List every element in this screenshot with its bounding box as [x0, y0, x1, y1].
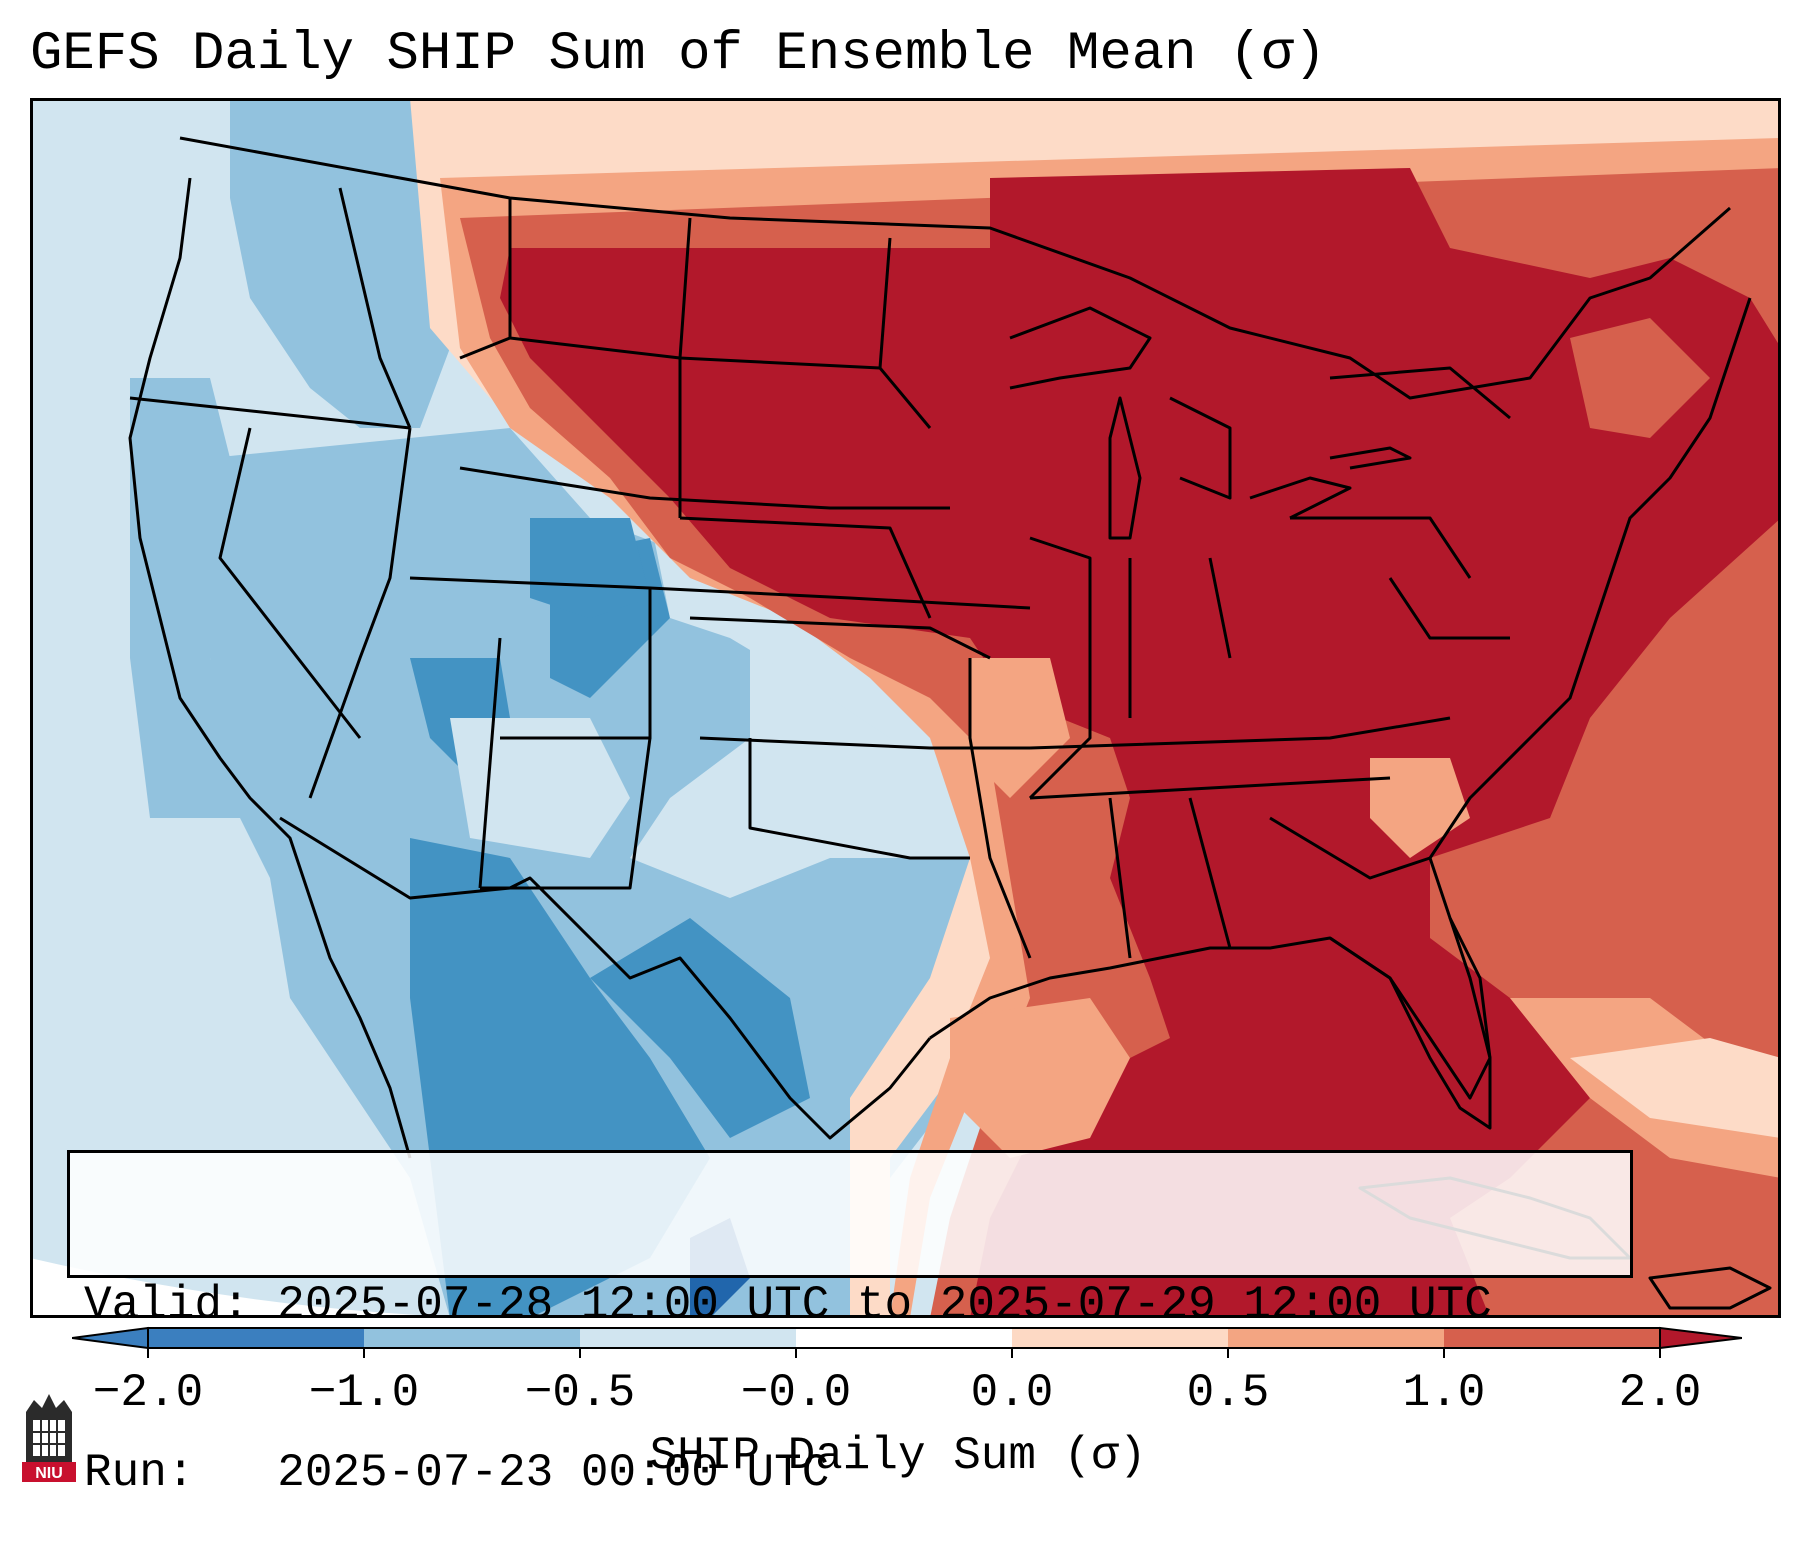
niu-logo-banner	[22, 1462, 76, 1482]
state-line	[480, 737, 652, 890]
state-line	[1029, 776, 1391, 800]
colorbar-bin	[1228, 1328, 1444, 1348]
state-line	[1108, 797, 1132, 959]
state-line	[459, 466, 950, 510]
us-mexico-border	[279, 816, 932, 1140]
light-region-new-mexico	[450, 718, 630, 858]
state-line	[689, 616, 991, 660]
colorbar-tick-label: 0.5	[1186, 1367, 1270, 1419]
hispaniola-outline	[1648, 1266, 1772, 1310]
colorbar-tick-label: 0.0	[970, 1367, 1054, 1419]
salmon-patch-gulf	[950, 998, 1130, 1158]
deep-blue-colorado	[530, 518, 650, 618]
niu-logo-text: NIU	[35, 1465, 63, 1482]
colorbar-extend-high	[1659, 1326, 1742, 1350]
valid-time-line: Valid: 2025-07-28 12:00 UTC to 2025-07-2…	[84, 1279, 1492, 1331]
lake-ontario	[1329, 446, 1412, 470]
projection-outside-area	[30, 1258, 630, 1318]
us-east-coast	[1428, 297, 1752, 859]
state-line	[968, 658, 1032, 959]
blue-region-great-basin	[210, 428, 1030, 1318]
us-canada-border	[179, 136, 1731, 400]
colorbar-tick-label: −1.0	[308, 1367, 420, 1419]
state-line	[699, 736, 1030, 750]
colorbar-bin	[1012, 1328, 1228, 1348]
state-line	[218, 427, 362, 739]
state-line	[129, 396, 411, 430]
us-west-coast	[128, 177, 412, 1159]
state-boundaries	[128, 136, 1772, 1310]
state-line	[678, 217, 932, 429]
colorbar-tick-label: −0.0	[740, 1367, 852, 1419]
state-line	[649, 586, 1031, 610]
state-line	[878, 237, 892, 369]
colorbar-bin	[796, 1328, 1012, 1348]
state-line	[1388, 577, 1510, 640]
colorbar-bin	[580, 1328, 796, 1348]
state-line	[1188, 797, 1232, 949]
state-line	[679, 516, 932, 619]
state-line	[409, 576, 652, 740]
florida-outline	[1329, 917, 1492, 1130]
colorbar-tick-label: 2.0	[1618, 1367, 1702, 1419]
coral-patch-new-england	[1570, 318, 1710, 438]
lake-michigan	[1108, 396, 1142, 540]
colorbar-bin	[148, 1328, 364, 1348]
niu-logo: NIU	[22, 1394, 76, 1482]
colorbar	[72, 1326, 1742, 1358]
run-time-line: Run: 2025-07-23 00:00 UTC	[84, 1447, 830, 1499]
state-line	[308, 427, 412, 799]
colorbar-tick-label: −2.0	[92, 1367, 204, 1419]
state-line	[1028, 536, 1092, 800]
colorbar-tick-label: −0.5	[524, 1367, 636, 1419]
colorbar-outline	[147, 1327, 1661, 1349]
state-line	[478, 637, 502, 889]
state-line	[748, 738, 970, 860]
state-line	[1208, 557, 1232, 659]
map-border	[30, 98, 1781, 1318]
info-box: Valid: 2025-07-28 12:00 UTC to 2025-07-2…	[67, 1150, 1633, 1499]
state-line	[1290, 516, 1472, 579]
state-line	[338, 187, 412, 429]
colorbar-extend-low	[72, 1326, 149, 1350]
salmon-patch-kansas	[970, 658, 1070, 798]
lake-huron	[1169, 396, 1232, 500]
ship-anomaly-map	[30, 98, 1781, 1318]
peach-patch-atlantic	[1570, 1038, 1781, 1138]
blue-region-california-coast	[130, 378, 250, 818]
state-line	[1029, 716, 1451, 750]
colorbar-tick-label: 1.0	[1402, 1367, 1486, 1419]
colorbar-bin	[364, 1328, 580, 1348]
colorbar-bin	[1444, 1328, 1660, 1348]
lake-erie	[1249, 476, 1352, 520]
state-line	[1269, 816, 1431, 880]
colorbar-label: SHIP Daily Sum (σ)	[649, 1430, 1147, 1482]
state-line	[1329, 366, 1511, 420]
chart-title: GEFS Daily SHIP Sum of Ensemble Mean (σ)	[30, 24, 1327, 85]
lake-superior	[1009, 306, 1152, 390]
